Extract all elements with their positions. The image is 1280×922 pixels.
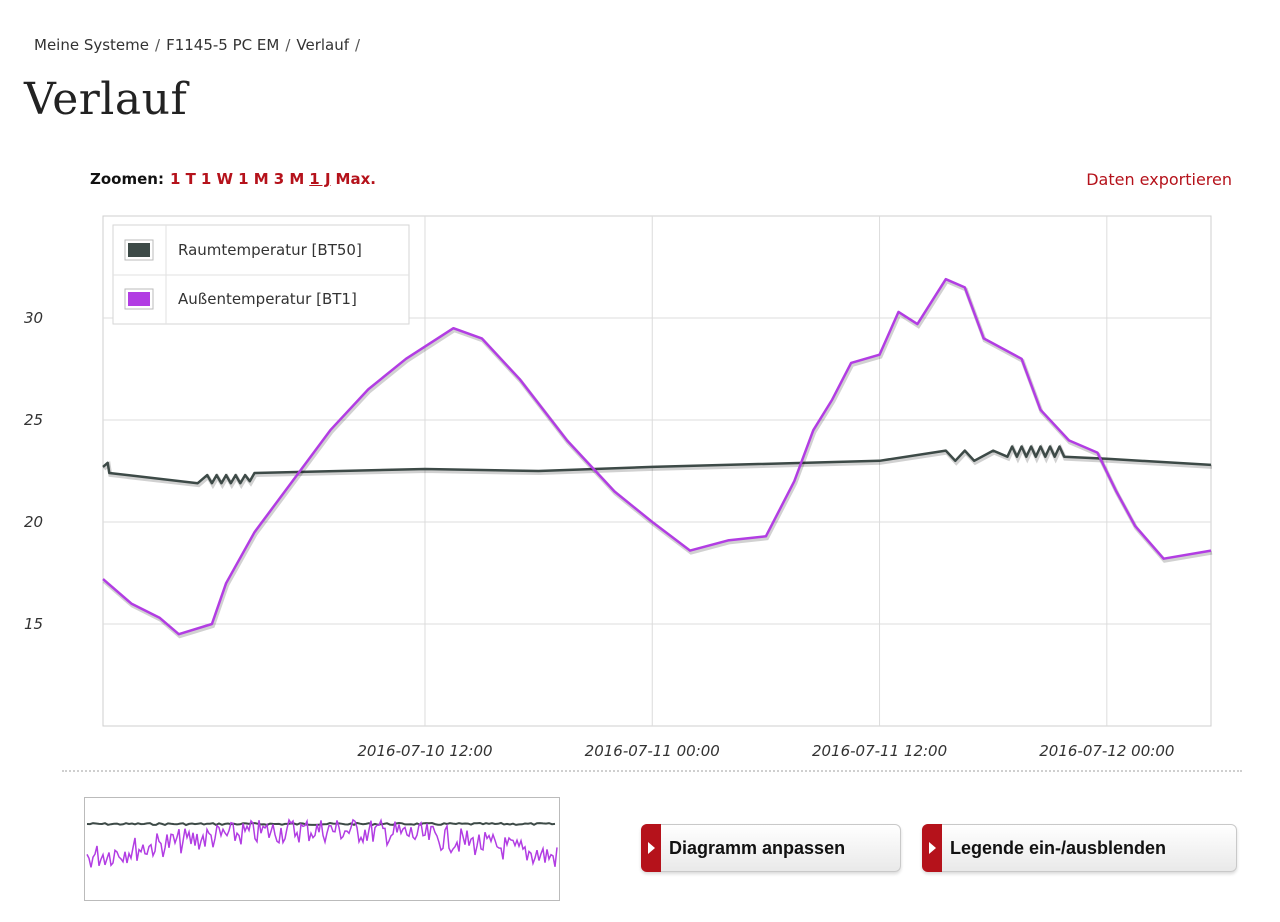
zoom-max[interactable]: Max. bbox=[335, 170, 376, 188]
navigator-series-outdoor bbox=[86, 817, 558, 868]
zoom-1-year[interactable]: 1 J bbox=[309, 170, 331, 188]
breadcrumb-separator: / bbox=[155, 36, 161, 54]
legend: Raumtemperatur [BT50] Außentemperatur [BT… bbox=[112, 224, 410, 325]
legend-label: Außentemperatur [BT1] bbox=[178, 290, 357, 308]
y-tick-label: 20 bbox=[24, 513, 43, 531]
series-line-outdoor-temperature bbox=[102, 277, 1212, 636]
breadcrumb-separator: / bbox=[355, 36, 361, 54]
legend-label: Raumtemperatur [BT50] bbox=[178, 241, 362, 259]
adjust-chart-button[interactable]: Diagramm anpassen bbox=[641, 824, 901, 872]
page-title: Verlauf bbox=[24, 74, 188, 125]
zoom-bar: Zoomen: 1 T 1 W 1 M 3 M 1 J Max. bbox=[90, 170, 381, 188]
divider bbox=[62, 770, 1242, 772]
zoom-label: Zoomen: bbox=[90, 170, 164, 188]
zoom-3-months[interactable]: 3 M bbox=[273, 170, 305, 188]
zoom-1-week[interactable]: 1 W bbox=[200, 170, 234, 188]
breadcrumb-item-device[interactable]: F1145-5 PC EM bbox=[166, 36, 280, 54]
x-tick-label: 2016-07-12 00:00 bbox=[1039, 742, 1174, 760]
y-tick-label: 15 bbox=[24, 615, 43, 633]
legend-swatch bbox=[128, 243, 150, 257]
breadcrumb-item-systems[interactable]: Meine Systeme bbox=[34, 36, 150, 54]
zoom-1-month[interactable]: 1 M bbox=[238, 170, 269, 188]
y-tick-label: 25 bbox=[24, 411, 43, 429]
legend-swatch bbox=[128, 292, 150, 306]
toggle-legend-button[interactable]: Legende ein-/ausblenden bbox=[922, 824, 1237, 872]
export-data-link[interactable]: Daten exportieren bbox=[1086, 170, 1232, 189]
breadcrumb: Meine Systeme / F1145-5 PC EM / Verlauf … bbox=[34, 36, 366, 54]
series-line-room-temperature bbox=[102, 445, 1212, 485]
chart-navigator[interactable] bbox=[84, 797, 560, 901]
x-tick-label: 2016-07-10 12:00 bbox=[357, 742, 492, 760]
adjust-chart-label: Diagramm anpassen bbox=[669, 837, 846, 858]
breadcrumb-item-history[interactable]: Verlauf bbox=[296, 36, 350, 54]
toggle-legend-label: Legende ein-/ausblenden bbox=[950, 837, 1167, 858]
zoom-1-day[interactable]: 1 T bbox=[169, 170, 196, 188]
arrow-right-icon bbox=[922, 824, 942, 872]
x-tick-label: 2016-07-11 00:00 bbox=[585, 742, 720, 760]
breadcrumb-separator: / bbox=[285, 36, 291, 54]
arrow-right-icon bbox=[641, 824, 661, 872]
x-tick-label: 2016-07-11 12:00 bbox=[812, 742, 947, 760]
temperature-chart: 15 20 25 30 2016-07-10 12:00 2016-07-11 00:00… bbox=[24, 215, 1213, 760]
y-tick-label: 30 bbox=[24, 309, 43, 327]
